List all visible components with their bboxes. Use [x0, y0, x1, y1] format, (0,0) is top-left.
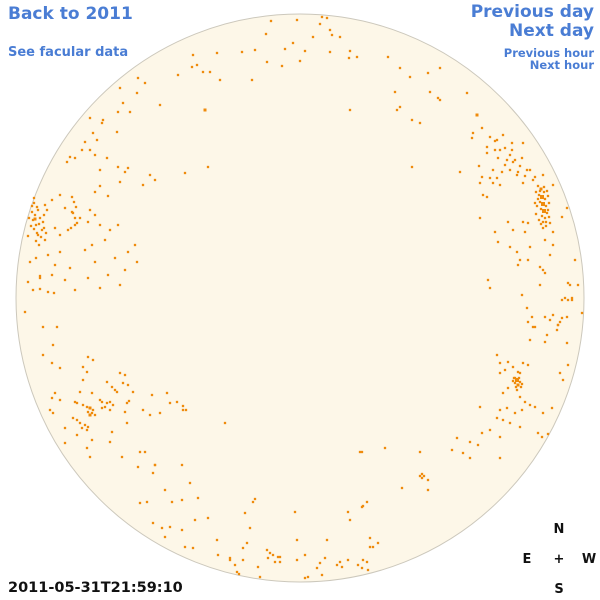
- previous-hour-link[interactable]: Previous hour: [503, 46, 594, 60]
- facular-data-link[interactable]: See facular data: [8, 45, 129, 60]
- next-hour-link[interactable]: Next hour: [529, 58, 594, 72]
- sun-disk: [15, 13, 585, 583]
- hour-nav: Previous hour Next hour: [504, 47, 594, 71]
- observation-timestamp: 2011-05-31T21:59:10: [8, 580, 183, 596]
- next-day-link[interactable]: Next day: [509, 21, 594, 41]
- compass-center-mark: +: [553, 552, 565, 567]
- compass-west-label: W: [581, 552, 597, 567]
- day-nav: Previous day Next day: [471, 3, 594, 41]
- compass-south-label: S: [554, 582, 564, 597]
- previous-day-link[interactable]: Previous day: [470, 2, 594, 22]
- back-to-year-link[interactable]: Back to 2011: [8, 4, 133, 24]
- compass-east-label: E: [522, 552, 532, 567]
- faculae-dots: [23, 15, 584, 580]
- compass-north-label: N: [553, 522, 565, 537]
